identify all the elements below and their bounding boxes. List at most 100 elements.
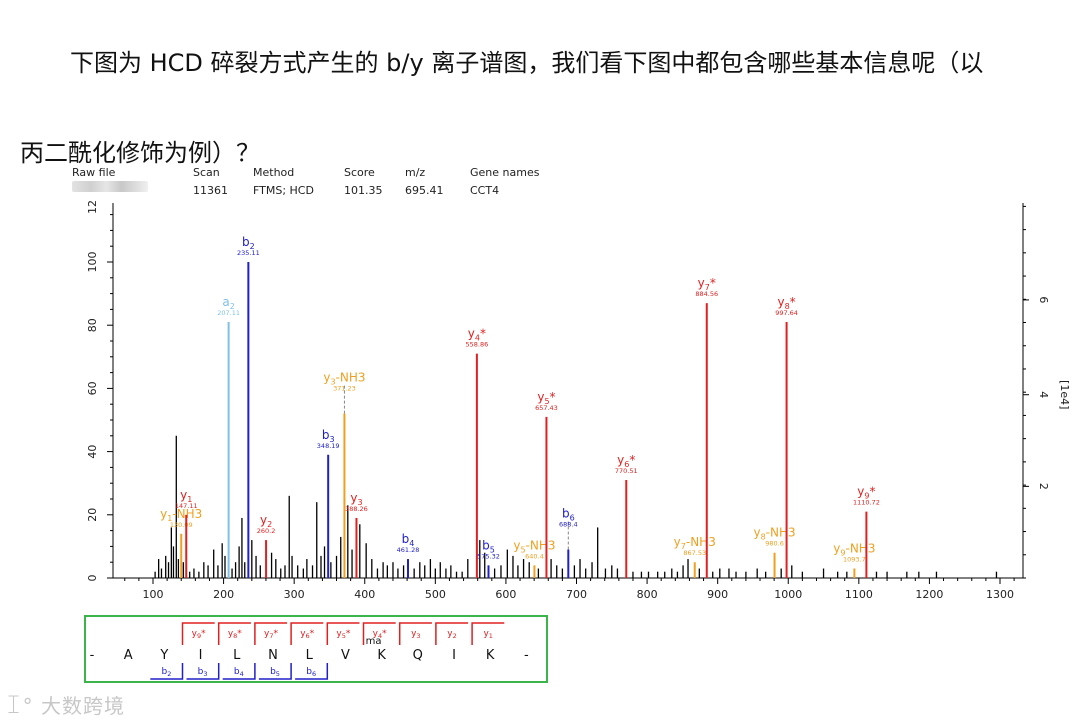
b-ion-label-b2: b2 bbox=[161, 667, 171, 678]
header-value-mz: 695.41 bbox=[405, 184, 444, 197]
y-ion-bracket bbox=[217, 622, 251, 645]
y-ion-label-y3: y3 bbox=[411, 629, 420, 640]
residue-Q: Q bbox=[413, 648, 423, 663]
residue--: - bbox=[524, 648, 529, 663]
b-ion-label-b5: b5 bbox=[270, 667, 280, 678]
header-label-gene-names: Gene names bbox=[470, 166, 540, 179]
ion-mz-y2: 260.2 bbox=[257, 527, 276, 535]
residue-K: K bbox=[377, 648, 386, 663]
b-ion-label-b4: b4 bbox=[234, 667, 244, 678]
ion-mz-y9*: 1110.72 bbox=[853, 499, 880, 507]
header-label-score: Score bbox=[344, 166, 375, 179]
x-tick-label: 700 bbox=[566, 588, 587, 601]
ion-mz-b5: 575.32 bbox=[477, 552, 500, 560]
residue-I: I bbox=[199, 648, 203, 663]
y-ion-label-y2: y2 bbox=[447, 629, 456, 640]
ion-mz-b4: 461.28 bbox=[397, 546, 420, 554]
ion-mz-y3: 388.26 bbox=[345, 505, 368, 513]
ion-mz-b3: 348.19 bbox=[317, 442, 340, 450]
ion-label-y4*: y4* bbox=[468, 327, 486, 343]
ion-mz-b6: 688.4 bbox=[559, 521, 578, 529]
y-ion-label-y5*: y5* bbox=[336, 629, 350, 640]
y-ion-bracket bbox=[398, 622, 432, 645]
ion-mz-y8*: 997.64 bbox=[775, 309, 798, 317]
y-tick-label: 0 bbox=[86, 575, 99, 582]
y-ion-bracket bbox=[181, 622, 215, 645]
b-ion-bracket bbox=[258, 663, 292, 680]
ion-mz-y5-NH3: 640.4 bbox=[525, 552, 544, 560]
y-ion-label-y7*: y7* bbox=[264, 629, 278, 640]
ion-mz-b2: 235.11 bbox=[237, 249, 260, 257]
ion-label-y9*: y9* bbox=[857, 485, 875, 501]
right-tick-label: 6 bbox=[1037, 296, 1050, 303]
x-tick-label: 1200 bbox=[915, 588, 943, 601]
x-tick-label: 200 bbox=[213, 588, 234, 601]
ion-mz-y6*: 770.51 bbox=[615, 467, 638, 475]
ion-label-y3: y3 bbox=[350, 491, 362, 507]
right-tick-label: 4 bbox=[1037, 391, 1050, 398]
ion-label-y1: y1 bbox=[180, 488, 192, 504]
ion-label-y8*: y8* bbox=[777, 295, 795, 311]
ion-mz-y9-NH3: 1093.7 bbox=[843, 556, 866, 564]
residue-L: L bbox=[233, 648, 241, 663]
x-tick-label: 900 bbox=[707, 588, 728, 601]
b-ion-label-b3: b3 bbox=[198, 667, 208, 678]
x-tick-label: 400 bbox=[354, 588, 375, 601]
ion-label-y3-NH3: y3-NH3 bbox=[323, 371, 365, 387]
ion-mz-a2: 207.11 bbox=[217, 309, 240, 317]
y-ion-label-y1: y1 bbox=[483, 629, 492, 640]
sequence-fragment-map: - A Y I L N L V K Q I K - ma y9* y8* y7* y6* y5* y4* y3 y2 y1 b… bbox=[90, 622, 529, 680]
x-tick-label: 1000 bbox=[774, 588, 802, 601]
ion-label-y6*: y6* bbox=[617, 453, 635, 469]
y-ion-bracket bbox=[471, 622, 505, 645]
y-ion-label-y4*: y4* bbox=[373, 629, 387, 640]
y-ion-label-y6*: y6* bbox=[300, 629, 314, 640]
x-tick-label: 600 bbox=[495, 588, 516, 601]
y-ion-bracket bbox=[254, 622, 288, 645]
x-tick-label: 300 bbox=[284, 588, 305, 601]
y-tick-label: 20 bbox=[86, 508, 99, 522]
ion-label-y2: y2 bbox=[260, 513, 272, 529]
b-ion-bracket bbox=[222, 663, 256, 680]
ion-mz-y3-NH3: 371.23 bbox=[333, 385, 356, 393]
ion-label-y7-NH3: y7-NH3 bbox=[674, 535, 716, 551]
ion-label-b4: b4 bbox=[402, 532, 415, 548]
y-ion-bracket bbox=[326, 622, 360, 645]
intro-line-2: 丙二酰化修饰为例）？ bbox=[20, 139, 260, 167]
y-tick-label: 100 bbox=[86, 252, 99, 273]
header-label-method: Method bbox=[253, 166, 295, 179]
ion-label-b6: b6 bbox=[562, 507, 575, 523]
watermark: ꀤ° 大数跨境 bbox=[6, 690, 125, 719]
y-tick-label: 80 bbox=[86, 318, 99, 332]
x-tick-label: 1100 bbox=[845, 588, 873, 601]
x-tick-label: 500 bbox=[425, 588, 446, 601]
residue-A: A bbox=[124, 648, 133, 663]
header-label-mz: m/z bbox=[405, 166, 426, 179]
x-tick-label: 1300 bbox=[986, 588, 1014, 601]
ion-mz-y7*: 884.56 bbox=[695, 290, 718, 298]
y-ion-bracket bbox=[435, 622, 469, 645]
x-tick-label: 800 bbox=[637, 588, 658, 601]
header-label-raw-file: Raw file bbox=[72, 166, 116, 179]
ion-mz-y1: 147.11 bbox=[175, 502, 198, 510]
ion-label-b3: b3 bbox=[322, 428, 335, 444]
ms2-spectrum-chart: 100 200 300 400 500 600 700 800 900 1000 1100 1200 1… bbox=[86, 200, 1071, 601]
right-axis-label: [1e4] bbox=[1058, 380, 1071, 409]
ion-mz-y4*: 558.86 bbox=[466, 341, 489, 349]
ion-mz-y1-NH3: 130.09 bbox=[170, 521, 193, 529]
ion-mz-y8-NH3: 980.6 bbox=[765, 540, 784, 548]
ion-label-y7*: y7* bbox=[698, 276, 716, 292]
residue--: - bbox=[90, 648, 95, 663]
ion-label-y5-NH3: y5-NH3 bbox=[513, 538, 555, 554]
intro-line-1: 下图为 HCD 碎裂方式产生的 b/y 离子谱图，我们看下图中都包含哪些基本信息… bbox=[70, 49, 984, 77]
y-ion-bracket bbox=[362, 622, 396, 645]
ion-label-b5: b5 bbox=[482, 538, 495, 554]
header-value-gene-names: CCT4 bbox=[470, 184, 500, 197]
residue-Y: Y bbox=[159, 648, 168, 663]
raw-file-value-blurred bbox=[72, 181, 148, 192]
y-ion-bracket bbox=[290, 622, 324, 645]
header-value-method: FTMS; HCD bbox=[253, 184, 314, 197]
b-ion-bracket bbox=[150, 663, 184, 680]
b-ion-bracket bbox=[295, 663, 329, 680]
y-tick-label: 40 bbox=[86, 445, 99, 459]
